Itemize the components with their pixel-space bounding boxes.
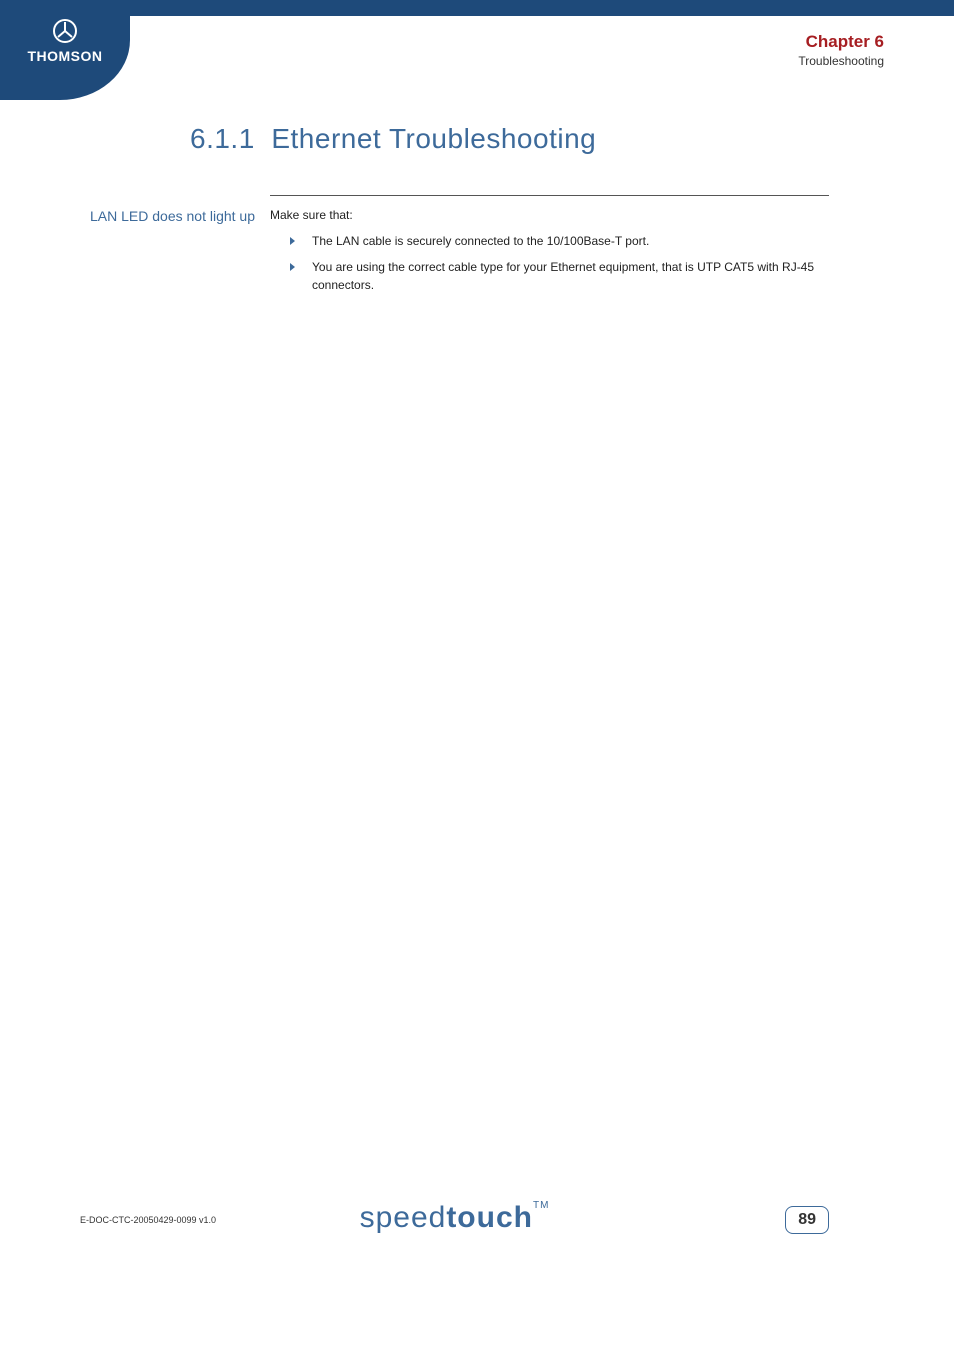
brand-logo: speedtouchTM [360,1201,550,1235]
section-title: Ethernet Troubleshooting [271,123,596,154]
list-item: You are using the correct cable type for… [290,258,829,294]
margin-label: LAN LED does not light up [90,195,270,302]
page-number: 89 [785,1206,829,1234]
list-item: The LAN cable is securely connected to t… [290,232,829,250]
chapter-subtitle: Troubleshooting [798,54,884,68]
content-row: LAN LED does not light up Make sure that… [90,195,829,302]
logo-badge: THOMSON [0,0,130,100]
section-number: 6.1.1 [190,123,255,154]
brand-tm: TM [533,1200,549,1211]
section-heading: 6.1.1 Ethernet Troubleshooting [190,123,596,155]
doc-id: E-DOC-CTC-20050429-0099 v1.0 [80,1215,216,1225]
brand-bold: touch [446,1201,533,1234]
footer: E-DOC-CTC-20050429-0099 v1.0 speedtouchT… [80,1201,829,1241]
top-bar [0,0,954,16]
logo-text: THOMSON [27,48,102,64]
header-right: Chapter 6 Troubleshooting [798,32,884,68]
intro-text: Make sure that: [270,208,829,222]
chapter-label: Chapter 6 [798,32,884,52]
bullet-list: The LAN cable is securely connected to t… [270,232,829,294]
brand-light: speed [360,1201,447,1234]
thomson-logo-icon [52,18,78,44]
content-body: Make sure that: The LAN cable is securel… [270,195,829,302]
